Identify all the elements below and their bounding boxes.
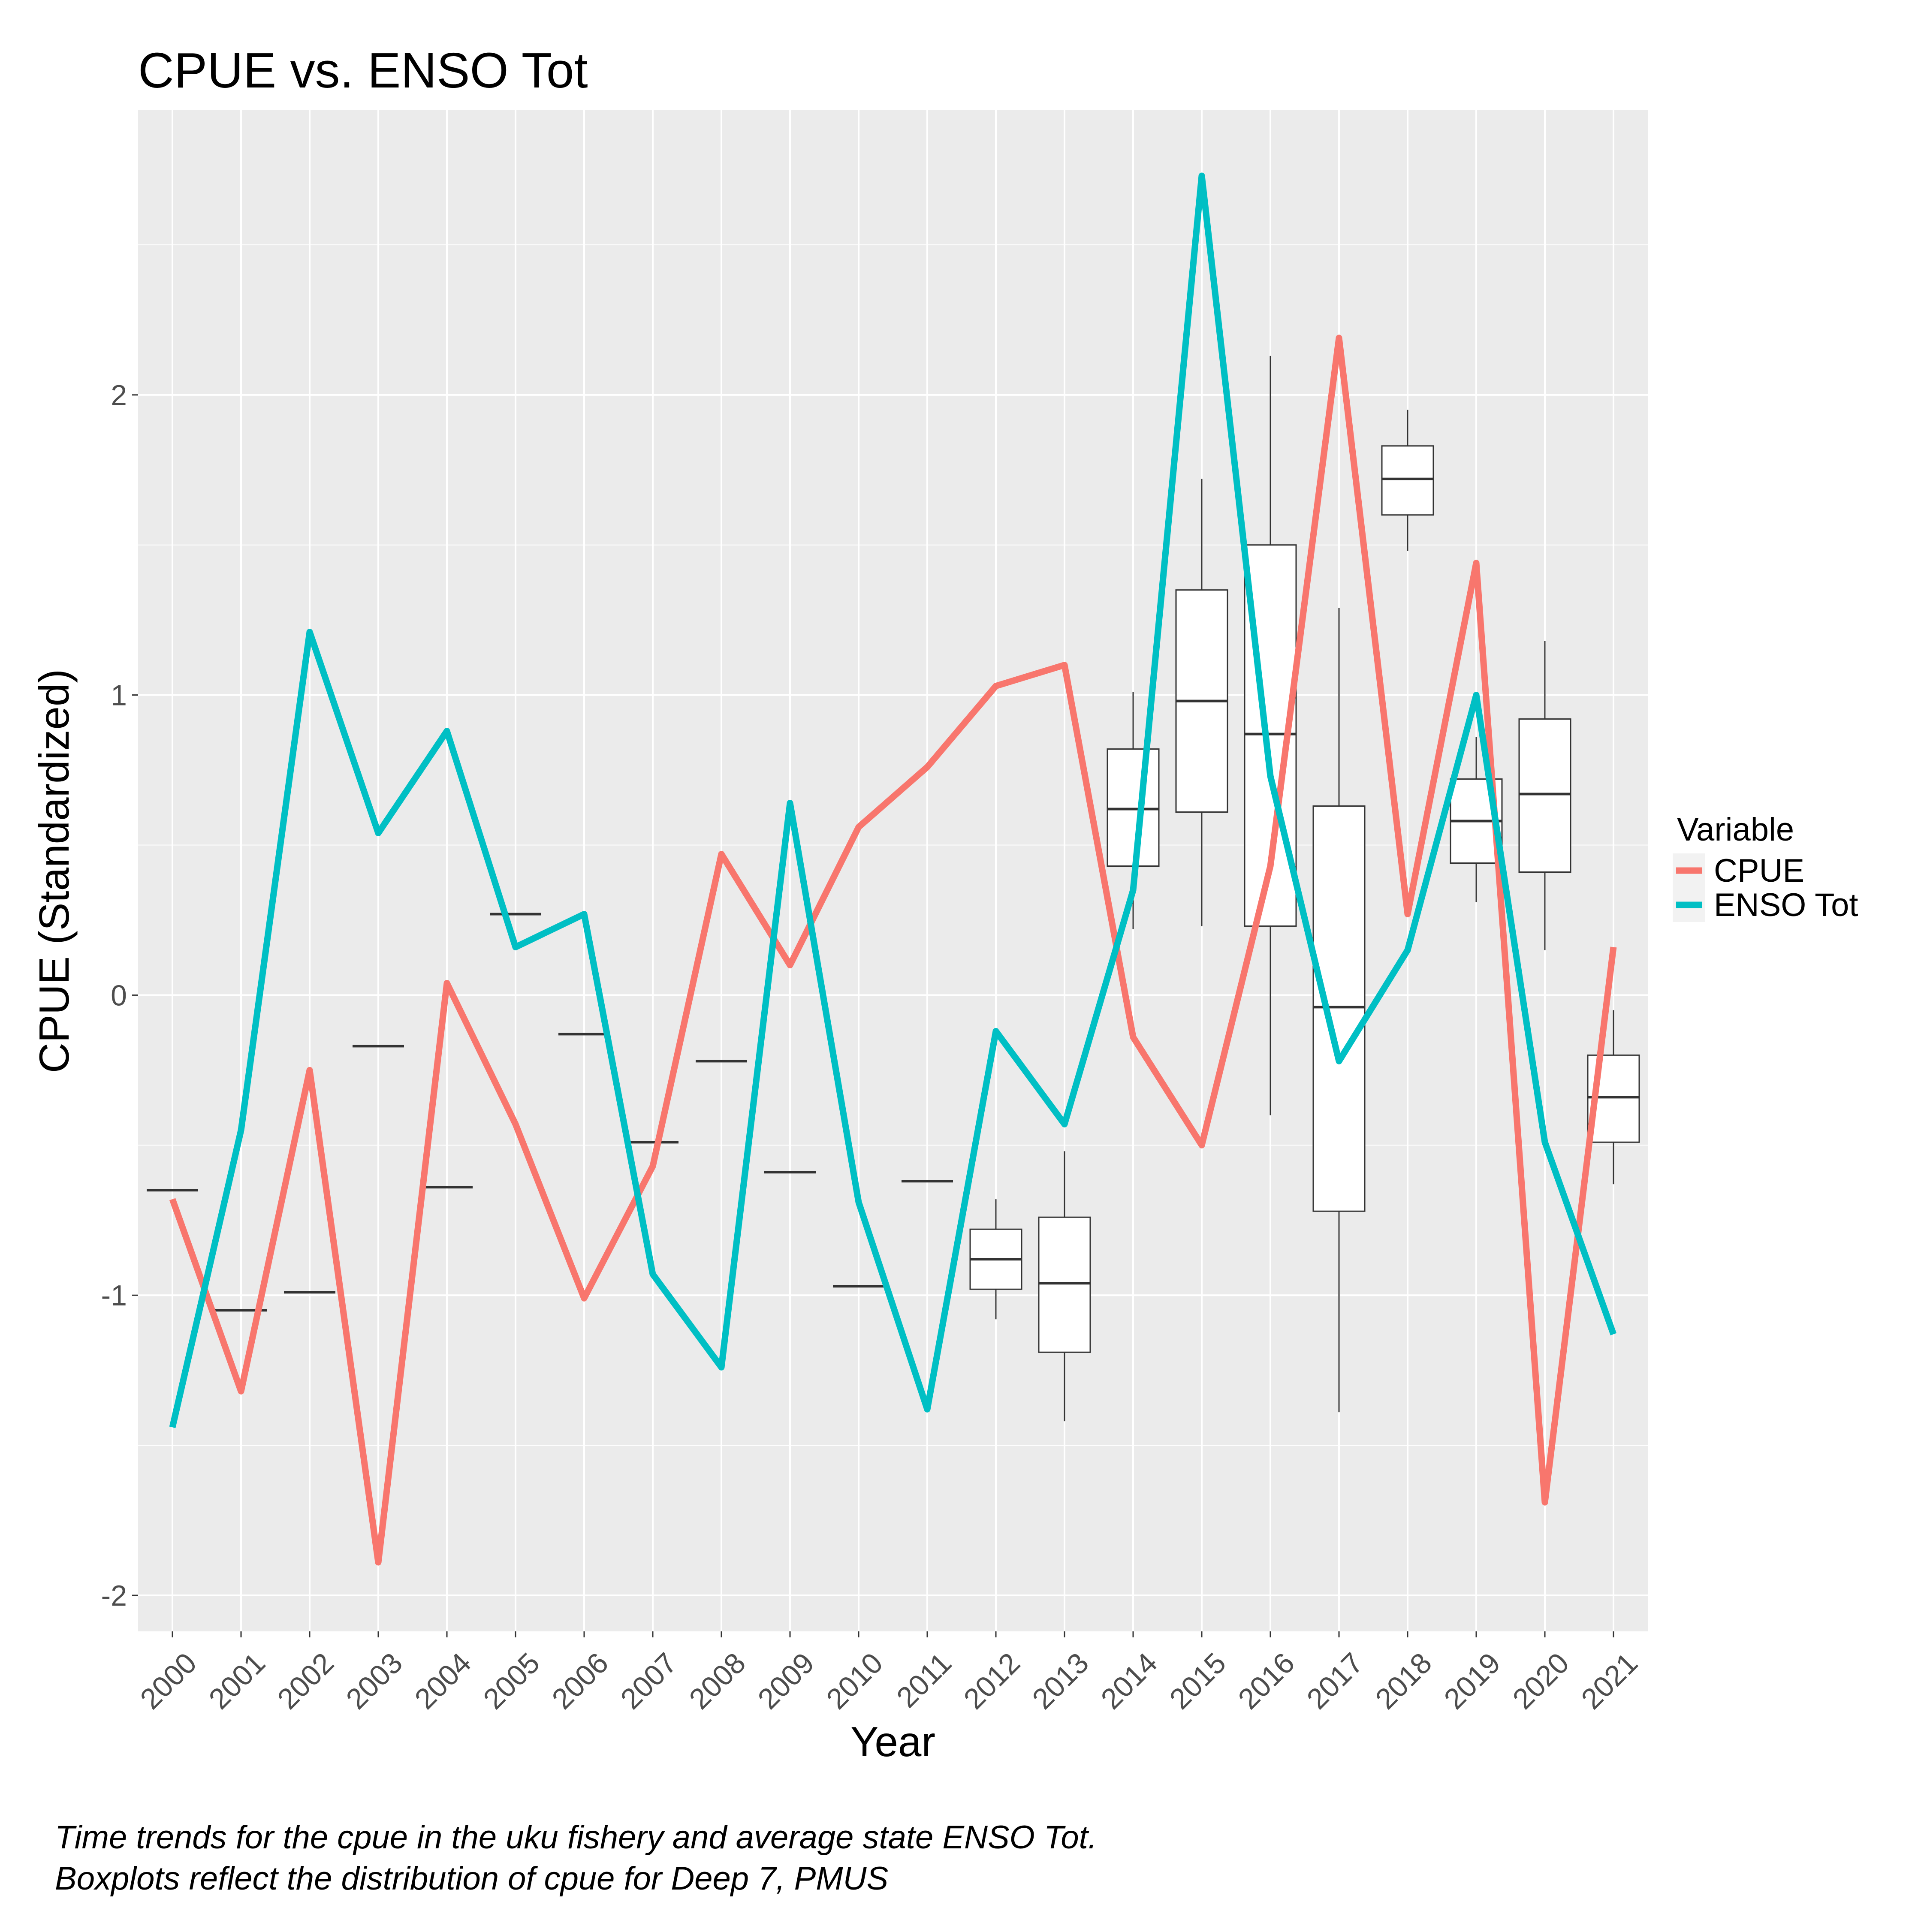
boxplot-2018 [1381,410,1434,551]
boxplot-2014 [1107,692,1160,929]
y-axis-title: CPUE (Standardized) [30,669,78,1073]
boxplot-2017 [1312,608,1366,1413]
boxplot-2015 [1175,479,1228,926]
legend-label-cpue: CPUE [1714,853,1804,889]
series-lines [169,172,1617,1566]
gridlines [138,110,1648,1631]
caption-line-1: Time trends for the cpue in the uku fish… [55,1819,1097,1856]
boxplot-box [1107,748,1160,867]
y-tick-label: -2 [101,1579,127,1612]
chart-title: CPUE vs. ENSO Tot [138,42,588,98]
y-tick-label: 2 [111,379,127,412]
series-line-enso-tot [169,172,1617,1428]
legend-label-enso-tot: ENSO Tot [1714,887,1858,923]
x-axis-title: Year [850,1718,935,1765]
legend-title: Variable [1677,811,1794,848]
boxplot-layer [147,356,1640,1422]
boxplot-2013 [1038,1151,1091,1422]
series-line-cpue [169,335,1617,1566]
y-tick-label: -1 [101,1279,127,1312]
boxplot-box [1381,445,1434,516]
y-tick-label: 1 [111,679,127,712]
boxplot-2012 [969,1199,1022,1320]
boxplot-2020 [1518,641,1571,950]
plot-panel [138,110,1648,1631]
boxplot-box [1518,718,1571,873]
boxplot-box [1312,805,1366,1212]
boxplot-box [1038,1216,1091,1353]
y-tick-label: 0 [111,979,127,1012]
caption-line-2: Boxplots reflect the distribution of cpu… [55,1860,888,1897]
